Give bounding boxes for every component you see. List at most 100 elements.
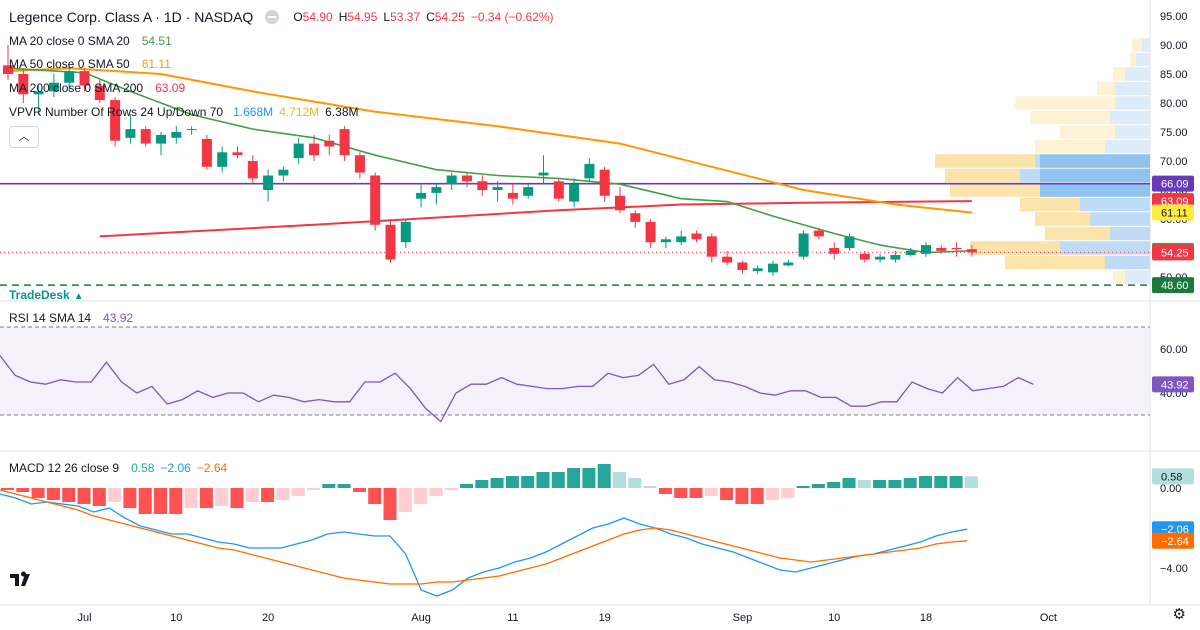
volume-profile-down-bar <box>1115 125 1150 139</box>
candle-body <box>247 161 258 179</box>
macd-histogram-bar <box>919 476 932 488</box>
volume-profile-up-bar <box>970 241 1060 255</box>
symbol-title[interactable]: Legence Corp. Class A · 1D · NASDAQ <box>9 9 254 25</box>
volume-profile-down-bar <box>1110 226 1150 241</box>
macd-histogram-bar <box>62 488 76 502</box>
triangle-up-icon: ▲ <box>73 291 84 302</box>
volume-profile-poc-bar <box>1040 154 1150 168</box>
candle-body <box>186 129 197 131</box>
candle-body <box>951 248 962 250</box>
macd-histogram-bar <box>77 488 91 504</box>
candle-body <box>645 221 656 243</box>
candle-body <box>798 233 809 257</box>
candle-body <box>599 169 610 196</box>
macd-histogram-bar <box>337 484 351 488</box>
time-axis-label: Oct <box>1040 612 1057 624</box>
volume-profile-up-bar <box>1113 67 1125 81</box>
volume-profile-up-bar <box>935 154 1035 168</box>
volume-profile-up-bar <box>1130 52 1136 67</box>
symbol-header: Legence Corp. Class A · 1D · NASDAQ O54.… <box>9 9 554 25</box>
legend-ma20-value: 54.51 <box>141 34 172 48</box>
legend-macd-label: MACD 12 26 close 9 <box>9 461 120 475</box>
legend-ma50-value: 61.11 <box>141 57 171 71</box>
volume-profile-down-bar <box>1136 52 1150 67</box>
volume-profile-up-bar <box>1113 270 1125 284</box>
candle-body <box>630 213 641 222</box>
price-tag-ma50: 61.11 <box>1161 208 1188 220</box>
collapse-legend-button[interactable]: ︿ <box>9 126 39 148</box>
legend-rsi[interactable]: RSI 14 SMA 14 43.92 <box>9 311 133 325</box>
macd-histogram-bar <box>873 480 887 488</box>
candle-body <box>385 224 396 260</box>
tradedesk-marker[interactable]: TradeDesk ▲ <box>9 288 84 302</box>
legend-ma200[interactable]: MA 200 close 0 SMA 200 63.09 <box>9 81 185 95</box>
candle-body <box>844 236 855 248</box>
macd-histogram-bar <box>811 484 825 488</box>
tradingview-logo-icon[interactable] <box>9 570 39 592</box>
volume-profile-up-bar <box>1132 38 1142 52</box>
candle-body <box>48 82 59 92</box>
macd-histogram-bar <box>460 484 473 488</box>
time-axis-label: 18 <box>920 612 932 624</box>
candle-body <box>354 155 365 173</box>
macd-histogram-bar <box>31 488 45 498</box>
volume-profile-down-bar <box>1060 241 1150 255</box>
candle-body <box>768 263 778 273</box>
macd-histogram-bar <box>169 488 183 514</box>
macd-histogram-bar <box>138 488 152 514</box>
candle-body <box>890 254 901 260</box>
candle-body <box>492 187 503 190</box>
candle-body <box>691 233 702 240</box>
volume-profile-poc-bar <box>1040 183 1150 197</box>
legend-ma20-label: MA 20 close 0 SMA 20 <box>9 34 130 48</box>
macd-histogram-bar <box>16 488 30 492</box>
macd-histogram-bar <box>597 464 611 488</box>
volume-profile-up-bar <box>1005 255 1105 270</box>
macd-histogram-bar <box>796 486 810 488</box>
candle-body <box>171 132 182 138</box>
legend-ma20[interactable]: MA 20 close 0 SMA 20 54.51 <box>9 34 172 48</box>
macd-histogram-bar <box>322 484 336 488</box>
legend-macd[interactable]: MACD 12 26 close 9 0.58 −2.06 −2.64 <box>9 461 227 475</box>
macd-histogram-bar <box>398 488 412 512</box>
rsi-tag-bg <box>1152 376 1194 393</box>
candle-body <box>79 71 90 86</box>
candle-body <box>921 245 931 254</box>
rsi-axis-tick: 60.00 <box>1160 344 1188 356</box>
macd-histogram-bar <box>903 478 917 488</box>
volume-profile-up-bar <box>950 183 1050 197</box>
macd-histogram-bar <box>521 476 535 488</box>
candle-body <box>293 143 304 159</box>
macd-histogram-bar <box>154 488 167 514</box>
legend-ma50[interactable]: MA 50 close 0 SMA 50 61.11 <box>9 57 171 71</box>
macd-histogram-bar <box>383 488 397 520</box>
macd-histogram-bar <box>123 488 137 508</box>
candle-body <box>278 169 289 176</box>
candle-body <box>584 163 595 179</box>
price-axis-tick: 95.00 <box>1160 11 1188 23</box>
price-tag-last-bg <box>1152 244 1194 261</box>
macd-histogram-bar <box>582 468 596 488</box>
macd-histogram-bar <box>934 476 948 488</box>
macd-histogram-bar <box>475 480 489 488</box>
volume-profile-down-bar <box>1090 212 1150 226</box>
legend-vpvr[interactable]: VPVR Number Of Rows 24 Up/Down 70 1.668M… <box>9 105 359 119</box>
tradedesk-label: TradeDesk <box>9 288 70 302</box>
macd-signal-line <box>0 489 968 585</box>
macd-histogram-bar <box>215 488 229 506</box>
macd-histogram-bar <box>857 480 871 488</box>
candle-body <box>538 172 549 176</box>
macd-histogram-bar <box>1 488 14 490</box>
settings-gear-icon[interactable]: ⚙ <box>1172 606 1186 623</box>
candle-body <box>125 129 136 138</box>
hide-icon[interactable] <box>265 10 280 24</box>
candle-body <box>446 175 457 185</box>
macd-histogram-bar <box>536 472 550 488</box>
candle-body <box>813 230 824 237</box>
ma20-line <box>7 67 972 254</box>
candle-body <box>936 248 947 251</box>
candle-body <box>737 262 748 271</box>
macd-histogram-bar <box>781 488 795 498</box>
rsi-band-fill <box>0 327 1150 415</box>
